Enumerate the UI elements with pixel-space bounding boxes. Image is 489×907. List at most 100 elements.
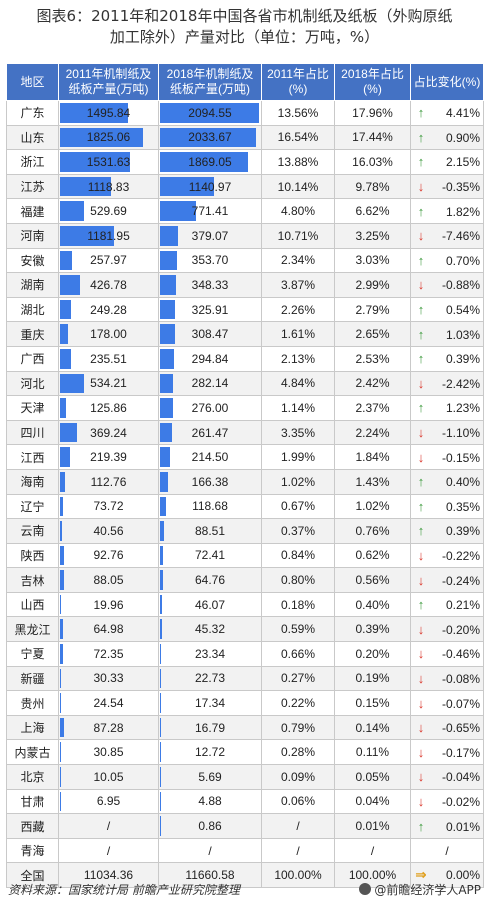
output-bar bbox=[60, 742, 62, 763]
output-2018-cell: 282.14 bbox=[158, 370, 262, 397]
arrow-down-icon: ↓ bbox=[417, 449, 425, 465]
share-change-cell: ↓ -1.10% bbox=[410, 419, 484, 446]
share-2018-cell: 3.25% bbox=[334, 222, 411, 249]
region-cell: 重庆 bbox=[6, 321, 59, 347]
output-2011-cell: 6.95 bbox=[58, 788, 159, 815]
header-share-change: 占比变化(%) bbox=[410, 63, 484, 101]
output-bar bbox=[160, 398, 173, 418]
output-value: 325.91 bbox=[191, 302, 229, 317]
arrow-up-icon: ↑ bbox=[417, 523, 425, 539]
region-cell: 甘肃 bbox=[6, 788, 59, 815]
share-2018-cell: 6.62% bbox=[334, 198, 411, 224]
share-2011-cell: 2.26% bbox=[261, 296, 335, 323]
output-2011-cell: 125.86 bbox=[58, 395, 159, 421]
output-2011-cell: 92.76 bbox=[58, 542, 159, 569]
output-value: 11660.58 bbox=[185, 868, 235, 883]
output-value: 4.88 bbox=[198, 794, 222, 809]
table-row: 天津 125.86 276.00 1.14% 2.37% ↑ 1.23% bbox=[6, 395, 484, 421]
change-value: -0.08% bbox=[441, 671, 480, 686]
table-row: 广西 235.51 294.84 2.13% 2.53% ↑ 0.39% bbox=[6, 345, 484, 372]
output-value: 276.00 bbox=[191, 400, 229, 415]
output-2011-cell: 369.24 bbox=[58, 419, 159, 446]
change-value: 0.39% bbox=[445, 352, 480, 367]
share-2018-cell: 0.40% bbox=[334, 591, 411, 618]
output-2018-cell: 379.07 bbox=[158, 222, 262, 249]
share-2011-cell: 0.84% bbox=[261, 542, 335, 569]
output-2011-cell: 529.69 bbox=[58, 198, 159, 224]
header-2018-share: 2018年占比(%) bbox=[334, 63, 411, 101]
output-value: 19.96 bbox=[93, 597, 124, 612]
output-2018-cell: 46.07 bbox=[158, 591, 262, 618]
share-change-cell: ↓ -7.46% bbox=[410, 222, 484, 249]
output-value: 178.00 bbox=[90, 327, 127, 342]
share-2011-cell: 0.27% bbox=[261, 665, 335, 692]
output-bar bbox=[160, 693, 162, 713]
output-2018-cell: 12.72 bbox=[158, 739, 262, 766]
share-2018-cell: 100.00% bbox=[334, 862, 411, 888]
production-table: 地区 2011年机制纸及纸板产量(万吨) 2018年机制纸及纸板产量(万吨) 2… bbox=[6, 63, 484, 888]
region-cell: 海南 bbox=[6, 468, 59, 495]
share-change-cell: ↑ 1.03% bbox=[410, 321, 484, 347]
output-bar bbox=[160, 816, 162, 836]
share-change-cell: ↓ -0.04% bbox=[410, 764, 484, 790]
region-cell: 黑龙江 bbox=[6, 616, 59, 643]
output-value: 45.32 bbox=[194, 622, 226, 637]
region-cell: 陕西 bbox=[6, 542, 59, 569]
table-row: 河北 534.21 282.14 4.84% 2.42% ↓ -2.42% bbox=[6, 370, 484, 397]
output-bar bbox=[160, 619, 163, 640]
output-bar bbox=[60, 127, 144, 148]
share-change-cell: ↑ 1.23% bbox=[410, 395, 484, 421]
change-value: 0.39% bbox=[445, 524, 480, 539]
output-2011-cell: / bbox=[58, 837, 159, 864]
output-value: 214.50 bbox=[191, 450, 229, 465]
output-bar bbox=[160, 471, 168, 492]
share-2011-cell: 1.99% bbox=[261, 444, 335, 470]
output-bar bbox=[60, 152, 131, 172]
region-cell: 江西 bbox=[6, 444, 59, 470]
output-bar bbox=[160, 373, 174, 394]
output-2018-cell: 2094.55 bbox=[158, 100, 262, 126]
output-bar bbox=[60, 225, 115, 246]
output-2018-cell: 45.32 bbox=[158, 616, 262, 643]
output-bar bbox=[60, 176, 112, 197]
header-row: 地区 2011年机制纸及纸板产量(万吨) 2018年机制纸及纸板产量(万吨) 2… bbox=[6, 63, 484, 101]
share-2018-cell: 16.03% bbox=[334, 149, 411, 175]
change-value: 0.21% bbox=[445, 598, 480, 613]
table-row: 江苏 1118.83 1140.97 10.14% 9.78% ↓ -0.35% bbox=[6, 173, 484, 200]
output-2018-cell: 771.41 bbox=[158, 198, 262, 224]
output-2011-cell: 534.21 bbox=[58, 370, 159, 397]
region-cell: 上海 bbox=[6, 714, 59, 741]
share-2011-cell: 1.02% bbox=[261, 468, 335, 495]
output-2018-cell: 276.00 bbox=[158, 395, 262, 421]
region-cell: 江苏 bbox=[6, 173, 59, 200]
table-row: 福建 529.69 771.41 4.80% 6.62% ↑ 1.82% bbox=[6, 198, 484, 224]
share-change-cell: ↑ 0.70% bbox=[410, 247, 484, 274]
output-value: 426.78 bbox=[90, 277, 127, 292]
share-2011-cell: 1.61% bbox=[261, 321, 335, 347]
share-2011-cell: / bbox=[261, 813, 335, 839]
output-bar bbox=[60, 324, 69, 344]
output-bar bbox=[60, 373, 85, 394]
output-bar bbox=[160, 521, 165, 541]
output-value: 17.34 bbox=[194, 696, 226, 711]
output-value: 348.33 bbox=[191, 277, 229, 292]
share-2018-cell: 9.78% bbox=[334, 173, 411, 200]
output-bar bbox=[60, 348, 71, 369]
region-cell: 青海 bbox=[6, 837, 59, 864]
share-change-cell: ↓ -0.20% bbox=[410, 616, 484, 643]
output-value: 249.28 bbox=[90, 302, 127, 317]
output-2018-cell: 5.69 bbox=[158, 764, 262, 790]
output-bar bbox=[60, 521, 62, 541]
output-2018-cell: 348.33 bbox=[158, 272, 262, 298]
output-value: 30.33 bbox=[93, 671, 124, 686]
output-2011-cell: 1495.84 bbox=[58, 100, 159, 126]
change-value: 0.01% bbox=[445, 819, 480, 834]
output-2018-cell: 214.50 bbox=[158, 444, 262, 470]
brand-label: @前瞻经济学人APP bbox=[359, 881, 481, 898]
arrow-up-icon: ↑ bbox=[417, 400, 425, 416]
share-2018-cell: 2.42% bbox=[334, 370, 411, 397]
output-bar bbox=[60, 103, 129, 123]
share-2018-cell: 2.24% bbox=[334, 419, 411, 446]
change-value: -0.20% bbox=[441, 622, 480, 637]
share-change-cell: ↑ 0.40% bbox=[410, 468, 484, 495]
